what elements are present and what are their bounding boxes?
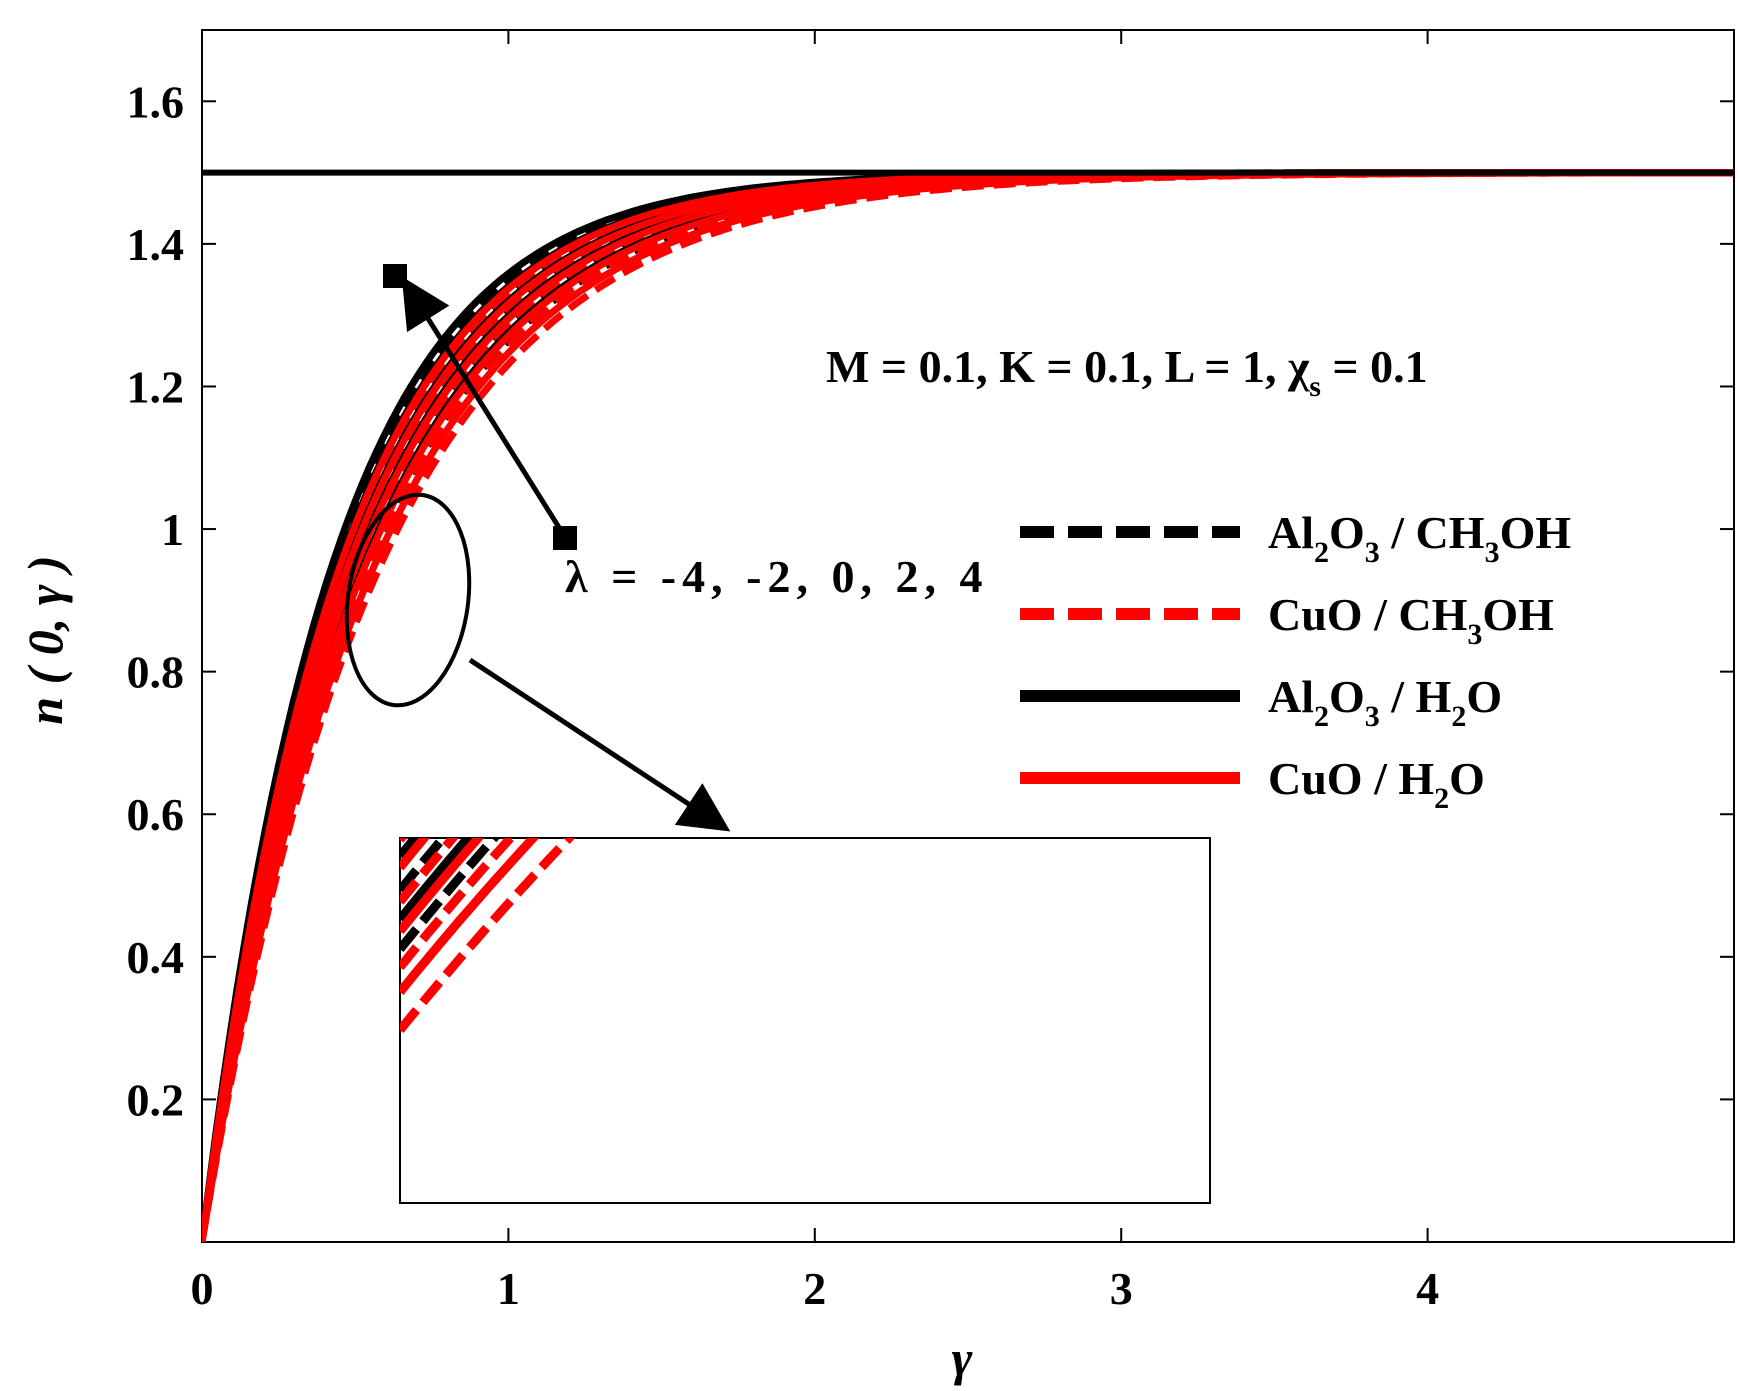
x-axis-label: γ [952,1330,973,1386]
legend-subscript: 2 [1434,782,1449,815]
y-tick-label: 1.2 [127,361,185,412]
legend-subscript: 3 [1365,536,1380,569]
x-tick-label: 4 [1416,1263,1439,1314]
legend-text: O [1329,507,1365,558]
legend-text: Al [1268,671,1314,722]
legend-text: O [1466,671,1502,722]
x-tick-label: 3 [1110,1263,1133,1314]
x-axis-ticks: 0 1 2 3 4 [191,30,1439,1314]
zoom-arrow [468,657,731,832]
parameter-annotation: M = 0.1, K = 0.1, L = 1, χs = 0.1 [826,341,1428,403]
legend-text: CuO / H [1268,753,1434,804]
x-tick-label: 2 [803,1263,826,1314]
inset-frame [399,837,1211,1204]
lambda-arrow-start-marker [553,526,577,550]
y-tick-label: 1.4 [127,219,185,270]
y-tick-label: 0.4 [127,932,185,983]
y-axis-ticks: 0.2 0.4 0.6 0.8 1 1.2 1.4 1.6 [127,76,1734,1125]
legend-subscript: 2 [1451,700,1466,733]
legend-subscript: 3 [1467,618,1482,651]
legend-text: OH [1482,589,1554,640]
legend-label: Al2O3 / CH3OH [1268,507,1571,569]
legend-subscript: 2 [1314,700,1329,733]
x-tick-label: 0 [191,1263,214,1314]
legend-text: / CH [1380,507,1485,558]
legend-text: O [1329,671,1365,722]
lambda-arrow-end-marker [383,264,407,288]
y-tick-label: 1.6 [127,76,185,127]
legend-text: O [1449,753,1485,804]
series-line [202,169,1734,1242]
y-tick-label: 0.2 [127,1074,185,1125]
y-axis-label: n ( 0, γ ) [17,555,73,724]
legend-label: CuO / CH3OH [1268,589,1554,651]
legend-text: OH [1500,507,1572,558]
legend-text: / H [1380,671,1452,722]
legend-label: Al2O3 / H2O [1268,671,1502,733]
y-tick-label: 0.8 [127,647,185,698]
legend-subscript: 2 [1314,536,1329,569]
legend-label: CuO / H2O [1268,753,1485,815]
y-tick-label: 0.6 [127,789,185,840]
zoom-ellipse [344,492,472,708]
x-tick-label: 1 [497,1263,520,1314]
lambda-arrow [401,276,568,539]
legend-subscript: 3 [1485,536,1500,569]
y-tick-label: 1 [161,504,184,555]
legend-subscript: 3 [1365,700,1380,733]
lambda-label: λ = -4, -2, 0, 2, 4 [565,551,988,602]
legend-text: CuO / CH [1268,589,1468,640]
legend-text: Al [1268,507,1314,558]
